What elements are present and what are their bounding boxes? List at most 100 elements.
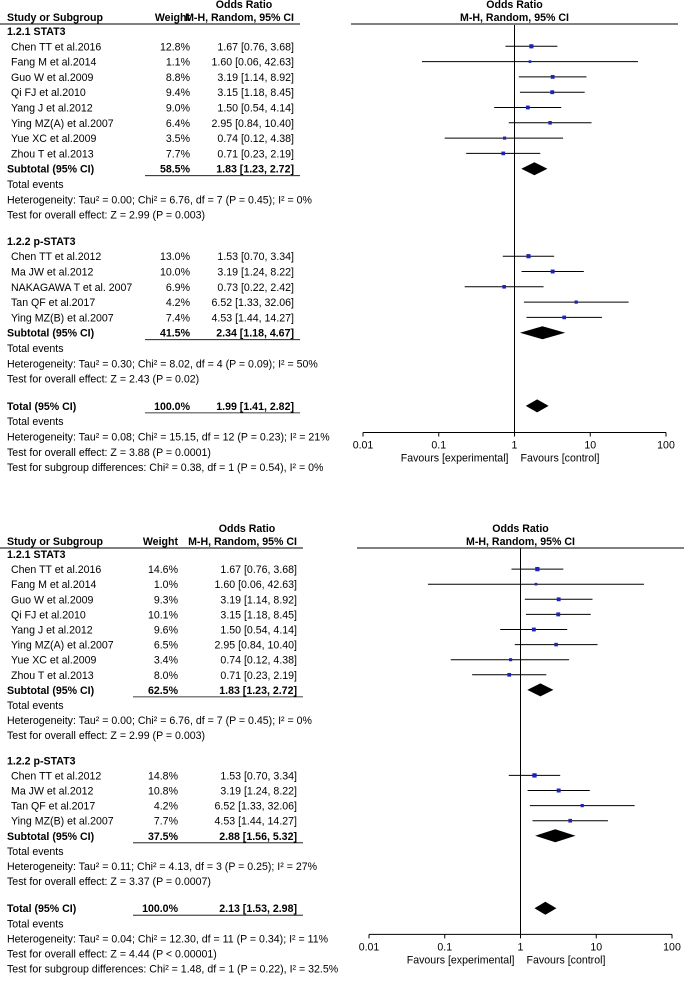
study-weight: 10.1% bbox=[148, 609, 179, 621]
study-ci: 0.71 [0.23, 2.19] bbox=[220, 670, 297, 682]
study-name: Tan QF et al.2017 bbox=[11, 297, 95, 309]
subtotal-diamond bbox=[535, 829, 576, 843]
subtotal-weight: 58.5% bbox=[160, 164, 191, 176]
study-weight: 9.4% bbox=[166, 87, 191, 99]
study-square bbox=[503, 136, 507, 140]
overall-effect-text: Test for overall effect: Z = 3.37 (P = 0… bbox=[7, 876, 211, 888]
study-name: Chen TT et al.2012 bbox=[11, 770, 101, 782]
total-diamond bbox=[534, 901, 557, 915]
total-heterogeneity-text: Heterogeneity: Tau² = 0.04; Chi² = 12.30… bbox=[7, 933, 329, 945]
subtotal-diamond bbox=[521, 162, 548, 176]
study-square bbox=[531, 627, 536, 632]
total-ci: 1.99 [1.41, 2.82] bbox=[216, 401, 294, 413]
x-axis-tick-label: 0.01 bbox=[359, 941, 380, 953]
study-square bbox=[580, 803, 584, 808]
study-ci: 1.60 [0.06, 42.63] bbox=[212, 57, 295, 69]
study-column-header: Study or Subgroup bbox=[7, 12, 103, 24]
study-name: Fang M et al.2014 bbox=[11, 57, 96, 69]
study-weight: 7.7% bbox=[166, 148, 191, 160]
study-square bbox=[556, 612, 561, 617]
study-square bbox=[502, 285, 506, 289]
study-name: Ying MZ(B) et al.2007 bbox=[11, 816, 114, 828]
study-ci: 1.67 [0.76, 3.68] bbox=[220, 564, 297, 576]
forest-plot-panel-1: Odds Ratio Study or Subgroup Weight M-H, Ra… bbox=[0, 0, 685, 490]
study-weight: 1.0% bbox=[154, 579, 179, 591]
study-weight: 1.1% bbox=[166, 57, 191, 69]
x-axis-tick-label: 0.1 bbox=[431, 440, 446, 452]
study-column-header: Study or Subgroup bbox=[7, 536, 103, 548]
study-square bbox=[568, 818, 573, 823]
study-name: Yue XC et al.2009 bbox=[11, 133, 97, 145]
overall-effect-text: Test for overall effect: Z = 2.43 (P = 0… bbox=[7, 374, 199, 386]
study-square bbox=[562, 315, 567, 320]
study-ci: 0.74 [0.12, 4.38] bbox=[217, 133, 294, 145]
study-name: Ma JW et al.2012 bbox=[11, 786, 94, 798]
study-weight: 14.8% bbox=[148, 770, 179, 782]
x-axis-tick-label: 0.01 bbox=[353, 440, 374, 452]
study-name: Chen TT et al.2012 bbox=[11, 251, 101, 263]
heterogeneity-text: Heterogeneity: Tau² = 0.11; Chi² = 4.13,… bbox=[7, 861, 318, 873]
study-weight: 9.0% bbox=[166, 103, 191, 115]
study-ci: 1.60 [0.06, 42.63] bbox=[215, 579, 298, 591]
study-name: Chen TT et al.2016 bbox=[11, 41, 101, 53]
study-ci: 3.19 [1.24, 8.22] bbox=[217, 267, 294, 279]
study-name: NAKAGAWA T et al. 2007 bbox=[11, 282, 132, 294]
total-ci: 2.13 [1.53, 2.98] bbox=[219, 903, 297, 915]
study-ci: 0.71 [0.23, 2.19] bbox=[217, 148, 294, 160]
study-ci: 3.15 [1.18, 8.45] bbox=[220, 609, 297, 621]
study-name: Zhou T et al.2013 bbox=[11, 670, 94, 682]
study-ci: 3.19 [1.24, 8.22] bbox=[220, 786, 297, 798]
total-events-label: Total events bbox=[7, 918, 64, 930]
study-weight: 13.0% bbox=[160, 251, 191, 263]
or-column-title: Odds Ratio bbox=[216, 0, 273, 11]
study-name: Tan QF et al.2017 bbox=[11, 801, 95, 813]
study-name: Yang J et al.2012 bbox=[11, 103, 93, 115]
study-square bbox=[509, 658, 513, 662]
or-column-title: Odds Ratio bbox=[219, 523, 276, 535]
subgroup-differences-text: Test for subgroup differences: Chi² = 1.… bbox=[7, 964, 339, 976]
forest-plot-2: Odds Ratio Study or Subgroup Weight M-H, Ra… bbox=[0, 523, 684, 976]
study-name: Fang M et al.2014 bbox=[11, 579, 96, 591]
total-events-label: Total events bbox=[7, 700, 64, 712]
study-weight: 14.6% bbox=[148, 564, 179, 576]
study-ci: 6.52 [1.33, 32.06] bbox=[212, 297, 295, 309]
study-ci: 4.53 [1.44, 14.27] bbox=[212, 312, 295, 324]
total-label: Total (95% CI) bbox=[7, 903, 76, 915]
study-weight: 7.7% bbox=[154, 816, 179, 828]
study-ci: 0.74 [0.12, 4.38] bbox=[220, 655, 297, 667]
subtotal-ci: 2.34 [1.18, 4.67] bbox=[216, 328, 294, 340]
study-square bbox=[532, 773, 537, 778]
total-weight: 100.0% bbox=[142, 903, 179, 915]
subgroup-title: 1.2.2 p-STAT3 bbox=[7, 755, 76, 767]
heterogeneity-text: Heterogeneity: Tau² = 0.00; Chi² = 6.76,… bbox=[7, 715, 313, 727]
study-square bbox=[574, 300, 578, 304]
study-weight: 7.4% bbox=[166, 312, 191, 324]
overall-effect-text: Test for overall effect: Z = 2.99 (P = 0… bbox=[7, 730, 205, 742]
study-weight: 6.5% bbox=[154, 640, 179, 652]
study-square bbox=[525, 105, 530, 110]
study-weight: 9.3% bbox=[154, 594, 179, 606]
x-axis-tick-label: 10 bbox=[584, 440, 596, 452]
study-ci: 1.67 [0.76, 3.68] bbox=[217, 41, 294, 53]
study-name: Ying MZ(B) et al.2007 bbox=[11, 312, 114, 324]
study-ci: 3.19 [1.14, 8.92] bbox=[220, 594, 297, 606]
subtotal-label: Subtotal (95% CI) bbox=[7, 831, 94, 843]
study-square bbox=[529, 44, 534, 49]
total-label: Total (95% CI) bbox=[7, 401, 76, 413]
study-ci: 1.50 [0.54, 4.14] bbox=[217, 103, 294, 115]
study-square bbox=[535, 566, 540, 572]
subtotal-label: Subtotal (95% CI) bbox=[7, 164, 94, 176]
study-square bbox=[556, 597, 561, 602]
study-name: Yang J et al.2012 bbox=[11, 625, 93, 637]
study-square bbox=[550, 269, 555, 274]
weight-column-header: Weight bbox=[143, 536, 179, 548]
study-ci: 4.53 [1.44, 14.27] bbox=[215, 816, 298, 828]
study-weight: 12.8% bbox=[160, 41, 191, 53]
study-ci: 2.95 [0.84, 10.40] bbox=[212, 118, 295, 130]
study-ci: 2.95 [0.84, 10.40] bbox=[215, 640, 298, 652]
subtotal-ci: 2.88 [1.56, 5.32] bbox=[219, 831, 297, 843]
study-name: Ma JW et al.2012 bbox=[11, 267, 94, 279]
study-ci: 3.15 [1.18, 8.45] bbox=[217, 87, 294, 99]
study-ci: 0.73 [0.22, 2.42] bbox=[217, 282, 294, 294]
